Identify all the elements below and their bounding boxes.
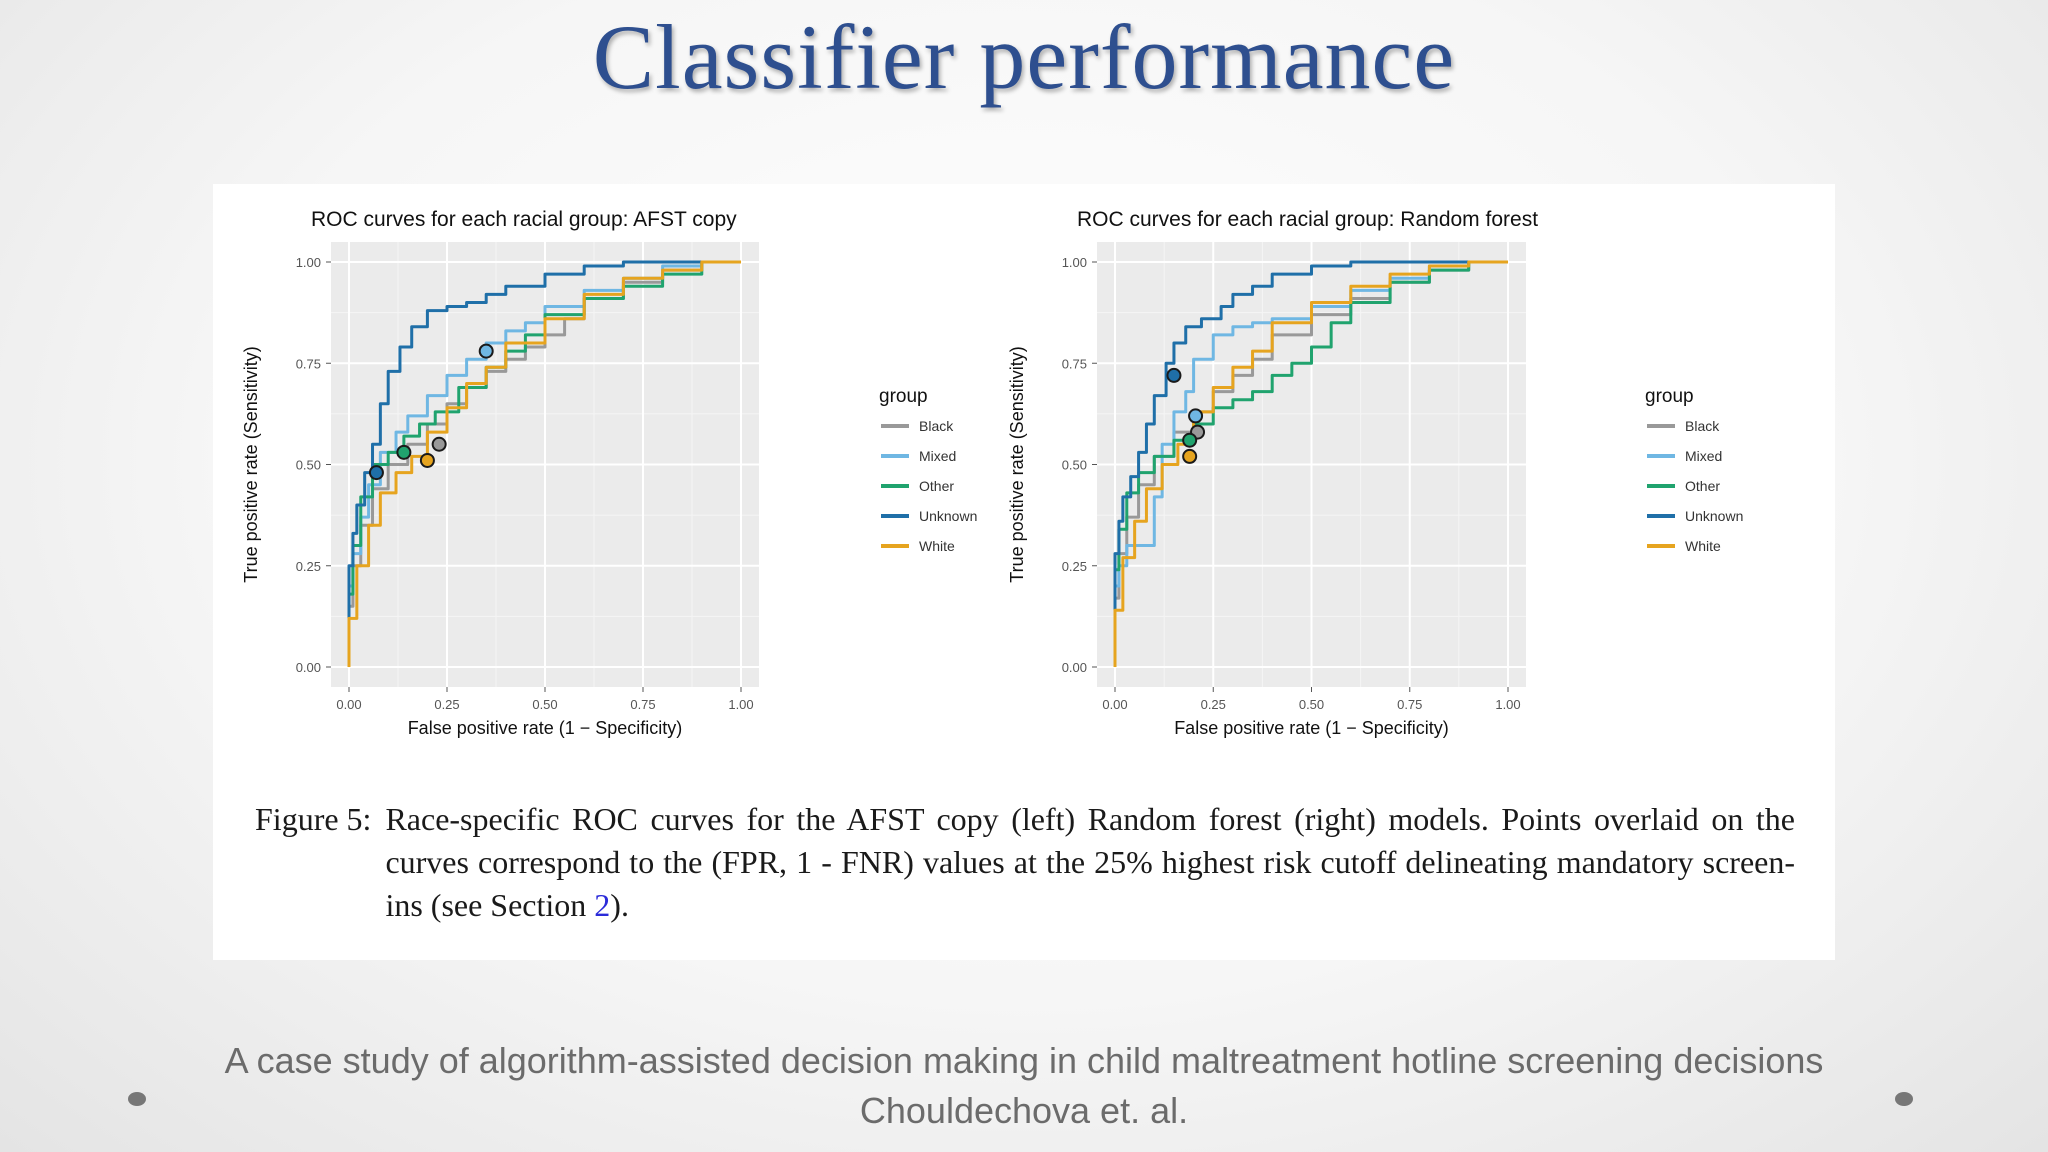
legend-title: group bbox=[879, 386, 928, 407]
legend-label-white: White bbox=[1685, 538, 1721, 554]
figure-caption: Figure 5: Race-specific ROC curves for t… bbox=[255, 798, 1795, 927]
x-tick-label: 0.00 bbox=[336, 697, 361, 712]
footer-authors: Chouldechova et. al. bbox=[859, 1090, 1189, 1131]
x-tick-label: 0.25 bbox=[434, 697, 459, 712]
cutoff-point-unknown bbox=[1166, 367, 1182, 383]
cutoff-point-mixed bbox=[1188, 408, 1204, 424]
legend-label-black: Black bbox=[919, 418, 954, 434]
x-axis-label: False positive rate (1 − Specificity) bbox=[1174, 718, 1449, 738]
y-axis-label: True positive rate (Sensitivity) bbox=[1007, 346, 1027, 582]
cutoff-point-mixed bbox=[478, 343, 494, 359]
y-tick-label: 1.00 bbox=[1062, 255, 1087, 270]
legend-title: group bbox=[1645, 386, 1694, 407]
series-line-unknown bbox=[1113, 260, 1508, 667]
cutoff-point-white bbox=[419, 452, 435, 468]
y-tick-label: 0.25 bbox=[296, 559, 321, 574]
cutoff-point-other bbox=[396, 444, 412, 460]
x-tick-label: 1.00 bbox=[728, 697, 753, 712]
caption-label: Figure 5: bbox=[255, 801, 372, 837]
legend-label-black: Black bbox=[1685, 418, 1720, 434]
legend-label-unknown: Unknown bbox=[919, 508, 977, 524]
y-tick-label: 0.75 bbox=[296, 356, 321, 371]
roc-chart-1: ROC curves for each racial group: AFST c… bbox=[241, 208, 977, 738]
y-tick-label: 0.50 bbox=[1062, 458, 1087, 473]
roc-chart-2: ROC curves for each racial group: Random… bbox=[1007, 208, 1743, 738]
cutoff-point-other bbox=[1182, 432, 1198, 448]
x-tick-label: 0.25 bbox=[1201, 697, 1226, 712]
legend-label-mixed: Mixed bbox=[1685, 448, 1722, 464]
y-tick-label: 0.75 bbox=[1062, 356, 1087, 371]
y-tick-label: 0.50 bbox=[296, 458, 321, 473]
x-axis-label: False positive rate (1 − Specificity) bbox=[408, 718, 683, 738]
cutoff-point-unknown bbox=[368, 465, 384, 481]
roc-figure: ROC curves for each racial group: AFST c… bbox=[241, 208, 1743, 738]
legend-label-white: White bbox=[919, 538, 955, 554]
y-tick-label: 0.00 bbox=[296, 660, 321, 675]
x-tick-label: 0.75 bbox=[630, 697, 655, 712]
x-tick-label: 0.00 bbox=[1102, 697, 1127, 712]
caption-end: ). bbox=[610, 887, 629, 923]
y-axis-label: True positive rate (Sensitivity) bbox=[241, 346, 261, 582]
legend-label-other: Other bbox=[1685, 478, 1720, 494]
nav-dot-right bbox=[1895, 1092, 1913, 1106]
chart-title: ROC curves for each racial group: Random… bbox=[1077, 208, 1538, 231]
series-line-white bbox=[347, 260, 741, 667]
figure-panel: ROC curves for each racial group: AFST c… bbox=[213, 184, 1835, 960]
caption-body: Race-specific ROC curves for the AFST co… bbox=[385, 801, 1795, 923]
cutoff-point-white bbox=[1182, 448, 1198, 464]
series-line-white bbox=[1113, 260, 1508, 667]
y-tick-label: 0.00 bbox=[1062, 660, 1087, 675]
series-line-unknown bbox=[347, 260, 741, 667]
legend-label-unknown: Unknown bbox=[1685, 508, 1743, 524]
x-tick-label: 0.50 bbox=[532, 697, 557, 712]
nav-dot-left bbox=[128, 1092, 146, 1106]
slide-title: Classifier performance bbox=[592, 6, 1456, 108]
chart-title: ROC curves for each racial group: AFST c… bbox=[311, 208, 737, 231]
legend-label-other: Other bbox=[919, 478, 954, 494]
y-tick-label: 1.00 bbox=[296, 255, 321, 270]
caption-section-link[interactable]: 2 bbox=[594, 887, 611, 923]
caption-text: Race-specific ROC curves for the AFST co… bbox=[385, 798, 1795, 927]
series-line-other bbox=[1113, 260, 1508, 667]
x-tick-label: 1.00 bbox=[1495, 697, 1520, 712]
x-tick-label: 0.50 bbox=[1299, 697, 1324, 712]
legend-label-mixed: Mixed bbox=[919, 448, 956, 464]
footer-citation: A case study of algorithm-assisted decis… bbox=[224, 1040, 1824, 1081]
y-tick-label: 0.25 bbox=[1062, 559, 1087, 574]
x-tick-label: 0.75 bbox=[1397, 697, 1422, 712]
cutoff-point-black bbox=[431, 436, 447, 452]
